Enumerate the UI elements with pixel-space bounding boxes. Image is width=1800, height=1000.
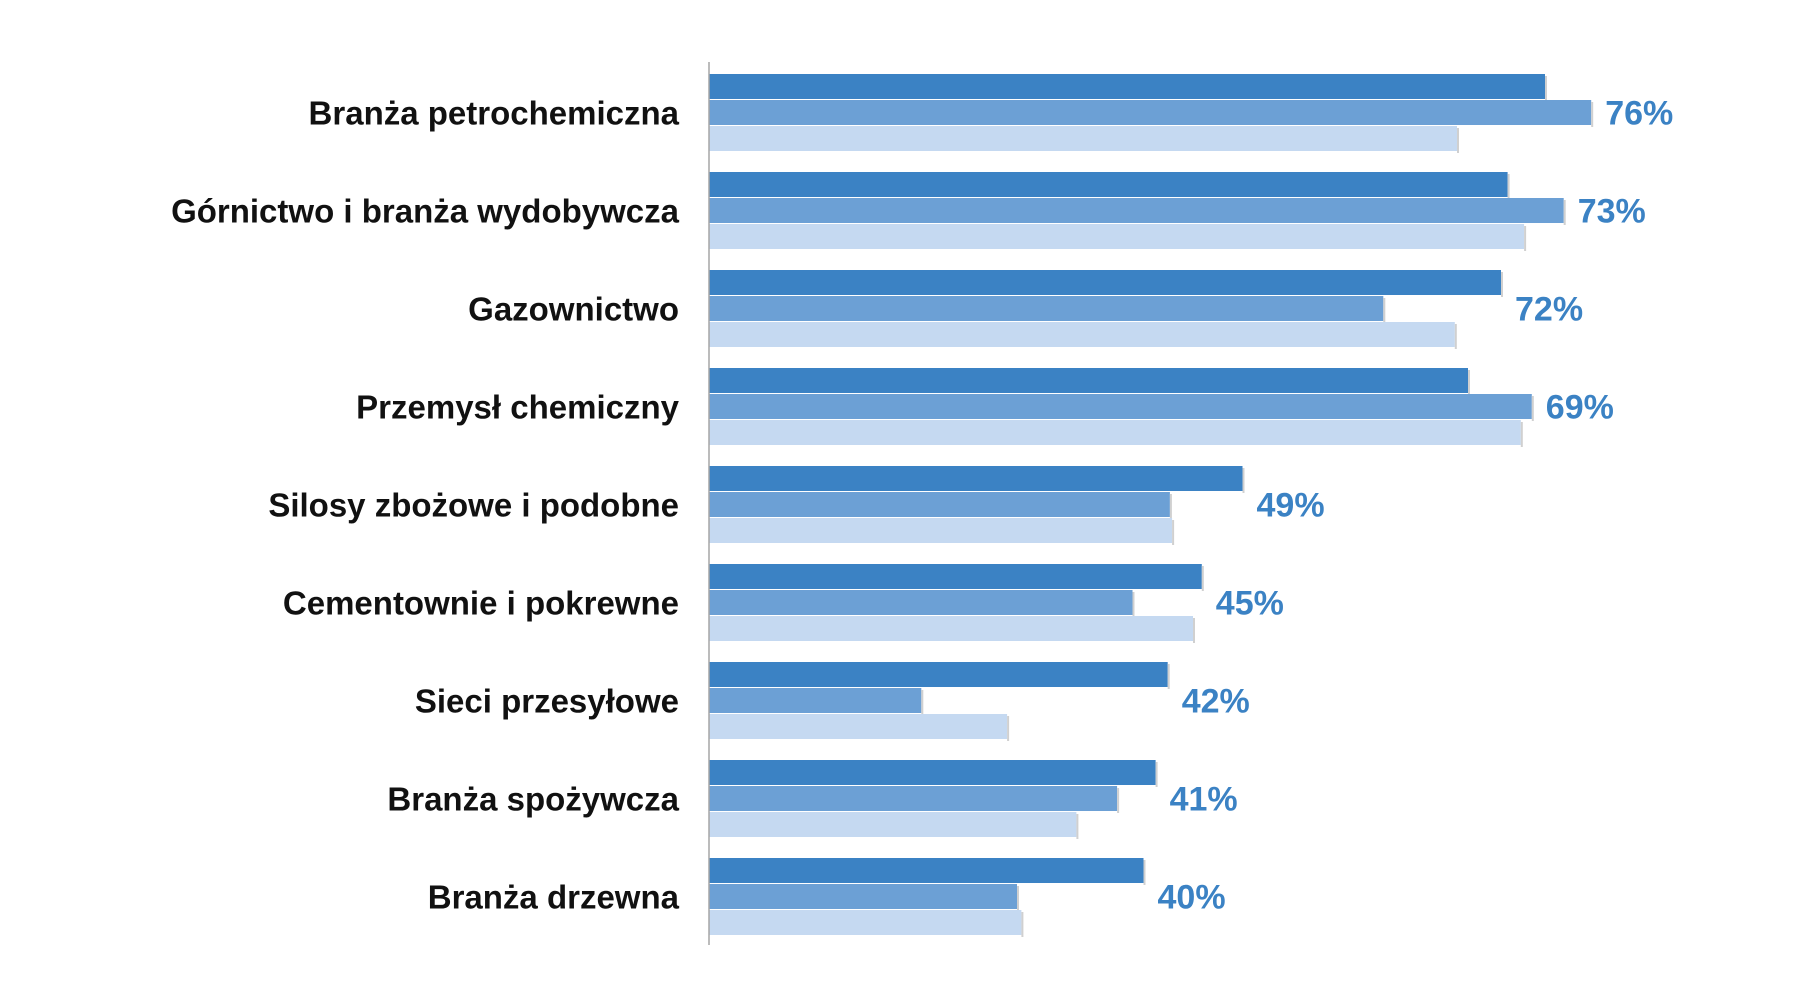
bar-shadow bbox=[1021, 912, 1024, 937]
bar-shadow bbox=[1201, 566, 1204, 591]
bar-4-series-2 bbox=[709, 394, 1532, 419]
bar-8-series-3 bbox=[709, 812, 1077, 837]
bar-8-series-1 bbox=[709, 760, 1156, 785]
bar-shadow bbox=[1242, 468, 1245, 493]
bar-4-series-3 bbox=[709, 420, 1521, 445]
bar-shadow bbox=[1563, 200, 1566, 225]
bar-shadow bbox=[1169, 494, 1172, 519]
bar-6-series-3 bbox=[709, 616, 1193, 641]
category-label: Silosy zbożowe i podobne bbox=[268, 487, 679, 524]
bar-5-series-2 bbox=[709, 492, 1170, 517]
bar-6-series-1 bbox=[709, 564, 1202, 589]
data-label: 41% bbox=[1170, 781, 1238, 819]
bar-shadow bbox=[1017, 886, 1019, 911]
bar-shadow bbox=[1545, 76, 1547, 101]
bar-shadow bbox=[1531, 396, 1534, 421]
data-label: 73% bbox=[1578, 193, 1646, 231]
bar-1-series-2 bbox=[709, 100, 1592, 125]
bar-6-series-2 bbox=[709, 590, 1133, 615]
bar-shadow bbox=[1007, 716, 1010, 741]
bar-2-series-1 bbox=[709, 172, 1508, 197]
bar-shadow bbox=[1132, 592, 1135, 617]
bar-5-series-1 bbox=[709, 466, 1243, 491]
data-label: 45% bbox=[1216, 585, 1284, 623]
bar-8-series-2 bbox=[709, 786, 1118, 811]
category-label: Górnictwo i branża wydobywcza bbox=[171, 193, 680, 230]
bar-shadow bbox=[1155, 762, 1158, 787]
bar-7-series-1 bbox=[709, 662, 1168, 687]
bar-shadow bbox=[1524, 226, 1527, 251]
category-label: Gazownictwo bbox=[468, 291, 679, 328]
bar-shadow bbox=[1117, 788, 1120, 813]
bar-shadow bbox=[1172, 520, 1175, 545]
bar-7-series-3 bbox=[709, 714, 1008, 739]
bar-shadow bbox=[1520, 422, 1523, 447]
bar-3-series-1 bbox=[709, 270, 1501, 295]
bar-shadow bbox=[1501, 272, 1503, 297]
bar-shadow bbox=[1167, 664, 1170, 689]
data-labels: 76% 73% 72% 69% 49% 45% 42% 41% 40% bbox=[1158, 95, 1674, 917]
bar-9-series-2 bbox=[709, 884, 1017, 909]
category-label: Sieci przesyłowe bbox=[415, 683, 679, 720]
bar-3-series-3 bbox=[709, 322, 1455, 347]
category-label: Branża drzewna bbox=[428, 879, 680, 916]
category-label: Cementownie i pokrewne bbox=[283, 585, 679, 622]
bar-shadow bbox=[1457, 128, 1459, 153]
bars-layer bbox=[709, 74, 1594, 937]
bar-2-series-2 bbox=[709, 198, 1564, 223]
bar-5-series-3 bbox=[709, 518, 1173, 543]
bar-shadow bbox=[1454, 324, 1457, 349]
bar-1-series-1 bbox=[709, 74, 1545, 99]
bar-shadow bbox=[1143, 860, 1146, 885]
data-label: 69% bbox=[1546, 389, 1614, 427]
bar-shadow bbox=[1591, 102, 1594, 127]
bar-shadow bbox=[1076, 814, 1079, 839]
data-label: 76% bbox=[1605, 95, 1673, 133]
data-label: 42% bbox=[1182, 683, 1250, 721]
category-label: Przemysł chemiczny bbox=[356, 389, 679, 426]
bar-7-series-2 bbox=[709, 688, 922, 713]
bar-4-series-1 bbox=[709, 368, 1468, 393]
bar-shadow bbox=[921, 690, 924, 715]
category-labels: Branża petrochemiczna Górnictwo i branża … bbox=[171, 95, 680, 916]
bar-9-series-3 bbox=[709, 910, 1022, 935]
bar-1-series-3 bbox=[709, 126, 1457, 151]
bar-3-series-2 bbox=[709, 296, 1384, 321]
bar-2-series-3 bbox=[709, 224, 1525, 249]
category-label: Branża spożywcza bbox=[387, 781, 679, 818]
data-label: 40% bbox=[1158, 879, 1226, 917]
bar-shadow bbox=[1507, 174, 1510, 199]
category-label: Branża petrochemiczna bbox=[309, 95, 680, 132]
bar-9-series-1 bbox=[709, 858, 1144, 883]
bar-shadow bbox=[1468, 370, 1470, 395]
data-label: 49% bbox=[1257, 487, 1325, 525]
bar-shadow bbox=[1193, 618, 1195, 643]
data-label: 72% bbox=[1515, 291, 1583, 329]
bar-shadow bbox=[1383, 298, 1386, 323]
